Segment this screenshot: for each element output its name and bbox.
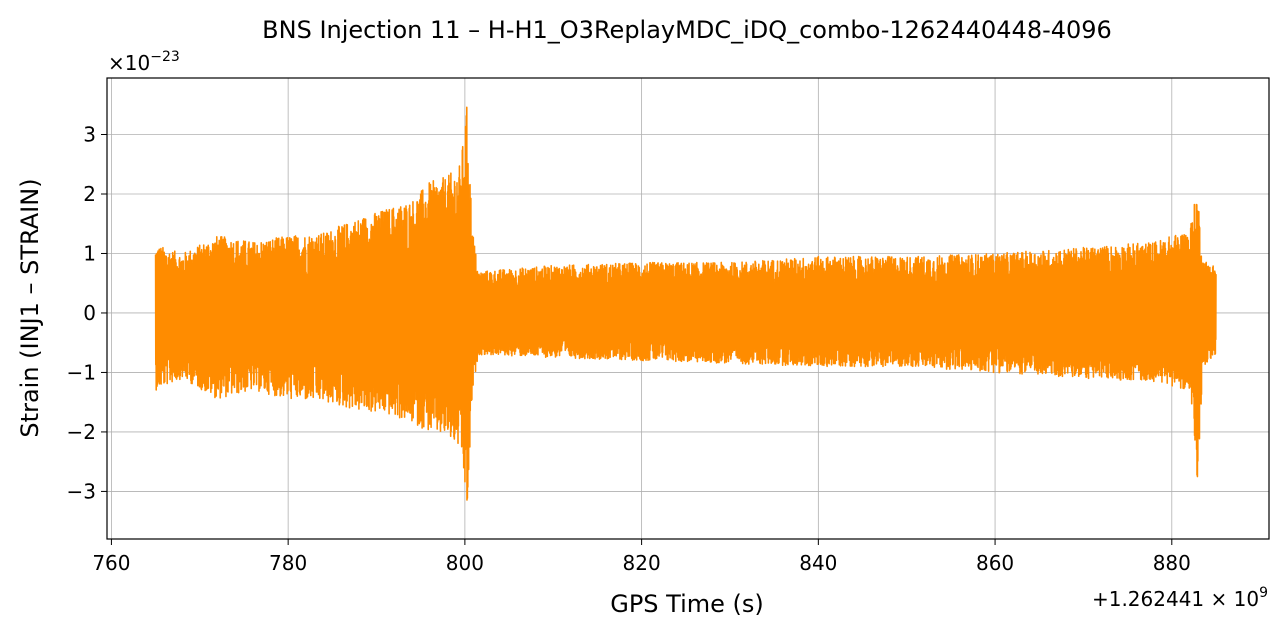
y-scale-exponent: −23 xyxy=(150,49,180,65)
x-axis-label: GPS Time (s) xyxy=(610,590,764,618)
x-ticks: 760 780 800 820 840 860 880 xyxy=(92,539,1191,575)
x-tick-label: 760 xyxy=(92,551,130,575)
y-tick-label: 1 xyxy=(83,241,96,265)
strain-series-line xyxy=(154,106,1217,501)
x-tick-label: 860 xyxy=(976,551,1014,575)
y-tick-label: 0 xyxy=(83,301,96,325)
x-tick-label: 820 xyxy=(623,551,661,575)
y-tick-label: −2 xyxy=(67,420,96,444)
plot-frame xyxy=(106,77,1270,540)
y-tick-label: 2 xyxy=(83,182,96,206)
x-offset-exponent: 9 xyxy=(1259,585,1268,601)
y-tick-label: 3 xyxy=(83,123,96,147)
y-tick-label: −3 xyxy=(67,479,96,503)
x-tick-label: 800 xyxy=(446,551,484,575)
y-scale-label: ×10−23 xyxy=(108,49,180,75)
x-tick-label: 780 xyxy=(269,551,307,575)
series-layer xyxy=(154,106,1217,501)
x-tick-label: 880 xyxy=(1153,551,1191,575)
y-tick-label: −1 xyxy=(67,360,96,384)
y-axis-label: Strain (INJ1 – STRAIN) xyxy=(16,178,44,437)
chart-title: BNS Injection 11 – H-H1_O3ReplayMDC_iDQ_… xyxy=(262,16,1112,44)
x-offset-base: +1.262441 × 10 xyxy=(1092,587,1259,611)
x-offset-label: +1.262441 × 109 xyxy=(1092,585,1268,611)
y-ticks: −3 −2 −1 0 1 2 3 xyxy=(67,123,107,503)
x-tick-label: 840 xyxy=(799,551,837,575)
y-scale-base: ×10 xyxy=(108,51,150,75)
